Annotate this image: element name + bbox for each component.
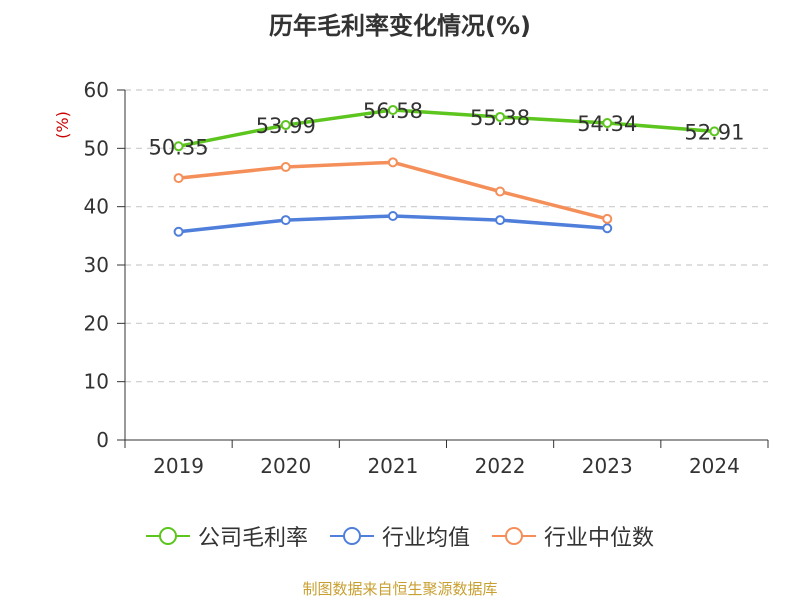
data-point <box>280 215 291 226</box>
legend-item-company-margin[interactable]: 公司毛利率 <box>145 520 308 552</box>
data-label: 52.91 <box>684 120 744 144</box>
data-label: 53.99 <box>256 114 316 138</box>
data-label: 50.35 <box>149 135 209 159</box>
legend-marker-icon <box>145 527 190 545</box>
grid-lines <box>125 89 768 383</box>
data-label: 56.58 <box>363 99 423 123</box>
legend-item-industry-mean[interactable]: 行业均值 <box>329 520 470 552</box>
x-tick-label: 2024 <box>689 454 740 478</box>
y-tick-label: 60 <box>84 78 109 102</box>
axes: 0 10 20 30 40 50 60 2019 2020 2021 2022 2023 2024 (%) <box>53 78 769 478</box>
series-lines <box>173 104 720 237</box>
x-tick-label: 2022 <box>475 454 526 478</box>
source-note: 制图数据来自恒生聚源数据库 <box>302 580 498 598</box>
y-axis-label: (%) <box>53 111 72 139</box>
y-tick-label: 20 <box>84 311 109 335</box>
data-point <box>495 215 506 226</box>
data-point <box>387 104 398 115</box>
data-point <box>173 226 184 237</box>
y-tick-label: 30 <box>84 253 109 277</box>
data-point <box>280 162 291 172</box>
x-tick-label: 2020 <box>260 454 311 478</box>
y-tick-label: 50 <box>84 136 109 160</box>
data-point <box>173 173 184 184</box>
y-tick-label: 40 <box>84 195 109 219</box>
data-point <box>495 111 506 122</box>
legend-marker-icon <box>492 527 536 545</box>
data-point <box>173 141 184 152</box>
data-label: 55.38 <box>470 106 530 130</box>
data-point <box>495 186 506 197</box>
series-line <box>178 108 715 149</box>
legend-item-industry-median[interactable]: 行业中位数 <box>492 520 654 552</box>
data-point <box>602 118 613 129</box>
chart-title: 历年毛利率变化情况(%) <box>269 12 531 40</box>
data-point <box>709 126 720 137</box>
y-tick-label: 0 <box>96 428 109 452</box>
data-point <box>280 120 291 131</box>
x-tick-label: 2021 <box>367 454 418 478</box>
data-point <box>387 157 398 168</box>
legend-marker-icon <box>329 527 374 545</box>
data-point <box>387 211 398 221</box>
legend-label: 行业中位数 <box>544 526 655 551</box>
series-line <box>178 160 608 221</box>
data-point <box>602 213 613 224</box>
legend-label: 公司毛利率 <box>197 526 308 551</box>
x-tick-label: 2023 <box>582 454 633 478</box>
legend-label: 行业均值 <box>381 526 470 551</box>
data-labels: 50.35 53.99 56.58 55.38 54.34 52.91 <box>149 99 745 159</box>
data-point <box>602 223 613 234</box>
x-tick-label: 2019 <box>153 454 204 478</box>
legend: 公司毛利率 行业均值 行业中位数 <box>0 520 800 552</box>
y-tick-label: 10 <box>84 370 109 394</box>
data-label: 54.34 <box>577 112 637 136</box>
